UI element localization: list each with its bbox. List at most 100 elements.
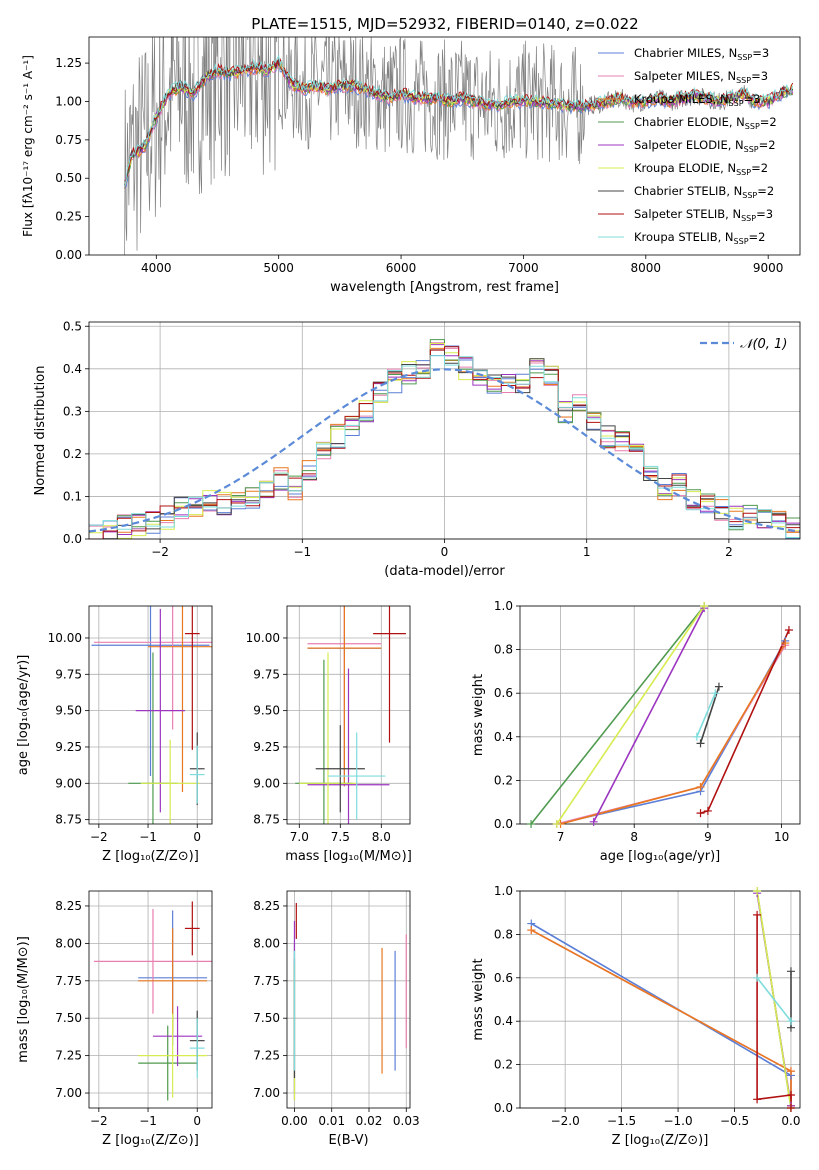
y-tick-label: 7.75 xyxy=(253,974,280,988)
spectrum-axes: 4000 5000 6000 7000 8000 9000 0.00 0.25 0.50 0.75… xyxy=(21,36,801,295)
y-tick-label: 10.00 xyxy=(48,631,82,645)
y-tick-label: 0.50 xyxy=(55,171,82,185)
y-tick-label: 8.75 xyxy=(55,813,82,827)
x-tick-label: 0.01 xyxy=(318,1114,345,1128)
age_vs_Z-axes: −2 −1 0 8.75 9.00 9.25 9.50 9.75 10.00 Z [log₁₀(Z… xyxy=(16,605,213,864)
age_vs_Z-frame xyxy=(88,605,213,825)
y-tick-label: 0.25 xyxy=(55,210,82,224)
x-tick-label: 8 xyxy=(630,830,638,844)
weight-marker xyxy=(711,689,720,698)
x-tick-label: 7.5 xyxy=(331,830,350,844)
weight-marker xyxy=(552,820,561,828)
x-tick-label: −2 xyxy=(151,545,169,559)
spectrum-plot-area xyxy=(124,37,794,255)
weight-line xyxy=(530,929,792,1106)
y-tick-label: 7.75 xyxy=(55,974,82,988)
weight-line xyxy=(530,606,705,824)
weight-marker xyxy=(703,806,712,815)
y-tick-label: 0.3 xyxy=(63,404,82,418)
weight-marker xyxy=(696,809,705,818)
spectrum-legend: Chabrier MILES, NSSP=3 Salpeter MILES, NS… xyxy=(598,46,777,246)
age_vs_mass-frame xyxy=(286,605,411,825)
weight-marker xyxy=(696,782,705,791)
y-tick-label: 8.75 xyxy=(253,813,280,827)
y-tick-label: 7.50 xyxy=(55,1011,82,1025)
weight-line xyxy=(756,977,792,1022)
legend-label: Salpeter ELODIE, NSSP=2 xyxy=(634,138,776,154)
x-tick-label: −1 xyxy=(139,1114,157,1128)
plot-layer: 4000 5000 6000 7000 8000 90000.000.250.500.75… xyxy=(16,36,801,1148)
y-tick-label: 0.0 xyxy=(494,1101,513,1115)
mass_weight_vs_age-axes: 7 8 9 10 0.0 0.2 0.4 0.6 0.8 1.0 age [log₁₀(age/yr… xyxy=(471,599,801,864)
weight-line xyxy=(556,640,786,824)
weight-marker xyxy=(696,739,705,748)
weight-marker xyxy=(786,1104,795,1112)
x-tick-label: 0.03 xyxy=(393,1114,420,1128)
weight-marker xyxy=(786,967,795,976)
y-tick-label: 0.2 xyxy=(494,773,513,787)
y-tick-label: 1.25 xyxy=(55,56,82,70)
y-tick-label: 9.50 xyxy=(253,704,280,718)
mass_vs_ebv-axes: 0.00 0.01 0.02 0.03 7.00 7.25 7.50 7.75 8.00 8.25… xyxy=(253,890,420,1148)
weight-marker xyxy=(781,639,790,648)
residual-histogram xyxy=(89,346,800,539)
legend-label: Salpeter STELIB, NSSP=3 xyxy=(634,207,773,223)
y-tick-label: 9.75 xyxy=(253,667,280,681)
y-tick-label: 9.25 xyxy=(253,740,280,754)
y-tick-label: 10.00 xyxy=(246,631,280,645)
weight-marker xyxy=(714,682,723,691)
mass_vs_ebv-frame xyxy=(286,890,411,1109)
x-tick-label: 0.02 xyxy=(356,1114,383,1128)
y-tick-label: 0.8 xyxy=(494,927,513,941)
weight-line xyxy=(699,686,720,744)
mass_vs_Z-axes: −2 −1 0 7.00 7.25 7.50 7.75 8.00 8.25 Z [log₁₀(Z/… xyxy=(16,890,213,1148)
weight-marker xyxy=(786,1017,795,1026)
x-tick-label: 9000 xyxy=(753,261,784,275)
spectrum-ylabel: Flux [fλ10⁻¹⁷ erg cm⁻² s⁻¹ A⁻¹] xyxy=(21,55,35,237)
x-tick-label: −1 xyxy=(293,545,311,559)
x-tick-label: −1 xyxy=(139,830,157,844)
legend-label: Salpeter MILES, NSSP=3 xyxy=(634,69,768,85)
weight-line xyxy=(756,914,792,1108)
y-tick-label: 0.75 xyxy=(55,133,82,147)
y-tick-label: 0.4 xyxy=(494,730,513,744)
y-tick-label: 0.00 xyxy=(55,248,82,262)
y-tick-label: 1.0 xyxy=(494,599,513,613)
mass_vs_Z-ylabel: mass [log₁₀(M/M⊙)] xyxy=(16,936,31,1063)
weight-marker xyxy=(700,602,709,610)
weight-marker xyxy=(753,973,762,982)
mass_weight_vs_Z-plot-area xyxy=(530,891,792,1108)
y-tick-label: 7.25 xyxy=(253,1049,280,1063)
y-tick-label: 9.00 xyxy=(55,776,82,790)
mass_weight_vs_age-plot-area xyxy=(530,606,790,824)
weight-line xyxy=(592,607,705,823)
x-tick-label: −2.0 xyxy=(551,1114,580,1128)
weight-marker xyxy=(753,910,762,919)
y-tick-label: 0.4 xyxy=(63,362,82,376)
y-tick-label: 0.8 xyxy=(494,643,513,657)
x-tick-label: 4000 xyxy=(141,261,172,275)
residual-histogram xyxy=(89,355,800,538)
model-spectrum xyxy=(124,54,794,188)
legend-label: Kroupa ELODIE, NSSP=2 xyxy=(634,161,768,177)
x-tick-label: 8.0 xyxy=(372,830,391,844)
spectrum-xlabel: wavelength [Angstrom, rest frame] xyxy=(330,280,559,295)
y-tick-label: 7.25 xyxy=(55,1049,82,1063)
figure-title: PLATE=1515, MJD=52932, FIBERID=0140, z=0… xyxy=(251,15,638,33)
y-tick-label: 8.25 xyxy=(253,899,280,913)
spectrum-frame xyxy=(88,36,801,256)
y-tick-label: 8.00 xyxy=(253,936,280,950)
weight-line xyxy=(556,606,705,824)
y-tick-label: 0.6 xyxy=(494,686,513,700)
y-tick-label: 7.00 xyxy=(55,1086,82,1100)
age_vs_Z-xlabel: Z [log₁₀(Z/Z⊙)] xyxy=(102,849,199,864)
weight-marker xyxy=(753,1095,762,1104)
mass_vs_ebv-xlabel: E(B-V) xyxy=(328,1133,368,1148)
x-tick-label: 8000 xyxy=(631,261,662,275)
weight-marker xyxy=(753,887,762,895)
y-tick-label: 8.00 xyxy=(55,936,82,950)
x-tick-label: −0.5 xyxy=(720,1114,749,1128)
legend-label: Kroupa STELIB, NSSP=2 xyxy=(634,230,765,246)
weight-marker xyxy=(786,1090,795,1099)
